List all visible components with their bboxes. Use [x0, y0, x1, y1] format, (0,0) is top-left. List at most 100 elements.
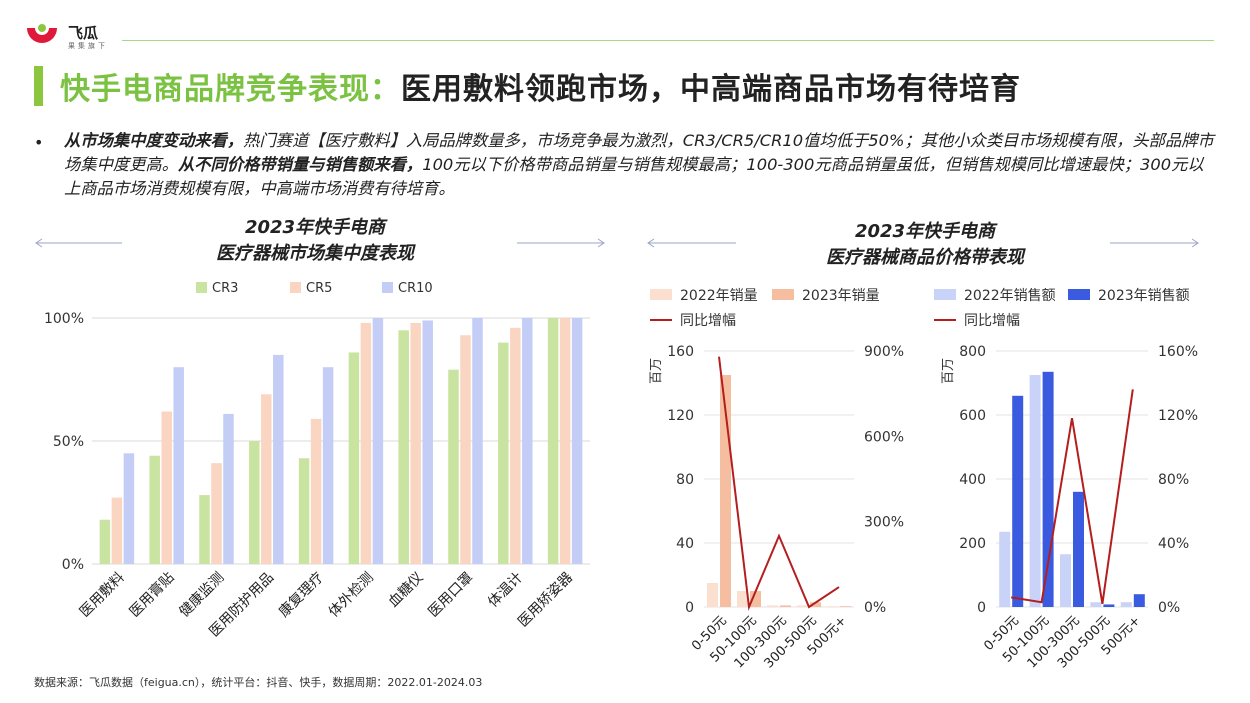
volume-bar-2023	[750, 591, 761, 607]
volume-bar-2022	[767, 605, 778, 607]
volume-y-tick-label: 40	[676, 536, 694, 552]
y-tick-label: 50%	[53, 434, 84, 450]
bar-cr5	[211, 463, 222, 564]
revenue-bar-2022	[1060, 554, 1071, 607]
bar-cr5	[111, 497, 123, 564]
left-chart-title-line2: 医疗器械市场集中度表现	[216, 243, 414, 264]
right-chart-title: 2023年快手电商 医疗器械商品价格带表现	[740, 219, 1110, 271]
bar-cr5	[510, 327, 521, 564]
revenue-y-tick-label: 200	[959, 536, 986, 552]
data-source: 数据来源：飞瓜数据（feigua.cn），统计平台：抖音、快手，数据周期：202…	[34, 676, 483, 689]
bar-cr3	[298, 458, 310, 564]
bar-cr10	[173, 367, 184, 564]
revenue-bar-2023	[1133, 594, 1145, 607]
volume-y-tick-label: 0	[685, 600, 694, 616]
brand-tagline: 果集旗下	[68, 42, 108, 50]
y-tick-label: 100%	[44, 311, 84, 327]
concentration-chart: CR3 CR5 CR100%50%100%医用敷料医用膏贴健康监测医用防护用品康复理…	[44, 281, 590, 640]
revenue-y-unit-label: 百万	[941, 358, 956, 384]
revenue-y-tick-label: 400	[959, 472, 986, 488]
revenue-y2-tick-label: 160%	[1158, 344, 1198, 360]
legend-label-cr5: CR5	[306, 281, 332, 296]
volume-bar-2022	[827, 606, 838, 607]
volume-bar-2022	[737, 591, 748, 607]
x-tick-label: 健康监测	[176, 569, 228, 621]
right-chart-title-line2: 医疗器械商品价格带表现	[826, 247, 1024, 268]
volume-y2-tick-label: 0%	[864, 600, 886, 616]
bullet-icon: •	[34, 133, 44, 152]
bar-cr10	[472, 318, 483, 564]
x-tick-label: 医用敷料	[77, 570, 128, 621]
volume-bar-2023	[810, 602, 821, 607]
volume-bar-2023	[720, 375, 731, 607]
title-rest: 医用敷料领跑市场，中高端商品市场有待培育	[401, 72, 1021, 107]
x-tick-label: 医用矫姿器	[515, 570, 576, 631]
legend-swatch-cr10	[382, 282, 393, 293]
bar-cr3	[348, 352, 360, 564]
volume-bar-2022	[707, 583, 718, 607]
x-tick-label: 血糖仪	[386, 570, 427, 611]
volume-legend-label-2023: 2023年销量	[802, 288, 880, 304]
left-chart-title-line1: 2023年快手电商	[244, 217, 386, 238]
volume-y-unit-label: 百万	[649, 358, 664, 384]
header-divider	[122, 40, 1214, 41]
revenue-bar-2022	[1090, 602, 1102, 607]
bar-cr5	[310, 418, 322, 564]
revenue-legend-swatch-2023	[1068, 289, 1090, 300]
bar-cr10	[123, 453, 135, 564]
revenue-y-tick-label: 600	[959, 408, 986, 424]
revenue-bar-2022	[1120, 602, 1132, 607]
title-accent-bar	[34, 66, 43, 106]
x-tick-label: 医用膏贴	[126, 569, 178, 621]
volume-y2-tick-label: 600%	[864, 429, 904, 445]
revenue-bar-2022	[999, 531, 1011, 607]
revenue-bar-2023	[1012, 395, 1024, 607]
legend-swatch-cr5	[290, 282, 301, 293]
x-tick-label: 康复理疗	[275, 569, 327, 621]
bar-cr10	[322, 367, 334, 564]
bar-cr10	[571, 318, 583, 564]
revenue-bar-2023	[1103, 604, 1115, 607]
revenue-y2-tick-label: 40%	[1158, 536, 1189, 552]
bar-cr5	[460, 335, 471, 564]
revenue-yoy-line	[1011, 389, 1134, 604]
revenue-y2-tick-label: 80%	[1158, 472, 1189, 488]
revenue-y2-tick-label: 0%	[1158, 600, 1180, 616]
revenue-legend-swatch-2022	[934, 289, 956, 300]
title-highlight: 快手电商品牌竞争表现：	[60, 72, 401, 107]
brand-name: 飞瓜	[68, 24, 99, 42]
page-title: 快手电商品牌竞争表现：医用敷料领跑市场，中高端商品市场有待培育	[60, 64, 1021, 108]
volume-yoy-line	[718, 356, 840, 611]
x-tick-label: 体温计	[485, 570, 526, 611]
bar-cr3	[398, 330, 409, 564]
legend-swatch-cr3	[196, 282, 207, 293]
revenue-bar-2022	[1029, 375, 1041, 607]
volume-y-tick-label: 80	[676, 472, 694, 488]
volume-legend-swatch-2022	[650, 289, 672, 300]
revenue-y-tick-label: 800	[959, 344, 986, 360]
volume-bar-2023	[780, 605, 791, 607]
legend-label-cr3: CR3	[212, 281, 238, 296]
volume-bar-2022	[797, 605, 808, 607]
feigua-logo-icon	[27, 24, 57, 43]
revenue-bar-2023	[1073, 491, 1084, 607]
revenue-legend-label-2022: 2022年销售额	[964, 288, 1056, 304]
x-tick-label: 体外检测	[326, 570, 377, 621]
bar-cr3	[99, 519, 111, 564]
revenue-y-tick-label: 0	[977, 600, 986, 616]
volume-legend-label-2022: 2022年销量	[680, 288, 758, 304]
volume-legend-label-yoy: 同比增幅	[680, 313, 736, 329]
summary-text-1: 热门赛道【医疗敷料】入局品牌数量多，市场竞争最为激烈，CR3/CR5/CR10值…	[64, 131, 1214, 174]
summary-paragraph: 从市场集中度变动来看，热门赛道【医疗敷料】入局品牌数量多，市场竞争最为激烈，CR…	[64, 129, 1214, 201]
bar-cr3	[498, 342, 509, 564]
summary-text-2: 100元以下价格带商品销量与销售规模最高；100-300元商品销量虽低，但销售规…	[64, 155, 1204, 198]
bar-cr3	[547, 318, 559, 564]
bar-cr10	[372, 318, 384, 564]
volume-y2-tick-label: 900%	[864, 344, 904, 360]
bar-cr10	[223, 413, 234, 564]
revenue-legend-label-2023: 2023年销售额	[1098, 288, 1190, 304]
right-chart-title-line1: 2023年快手电商	[854, 221, 996, 242]
y-tick-label: 0%	[62, 557, 84, 573]
